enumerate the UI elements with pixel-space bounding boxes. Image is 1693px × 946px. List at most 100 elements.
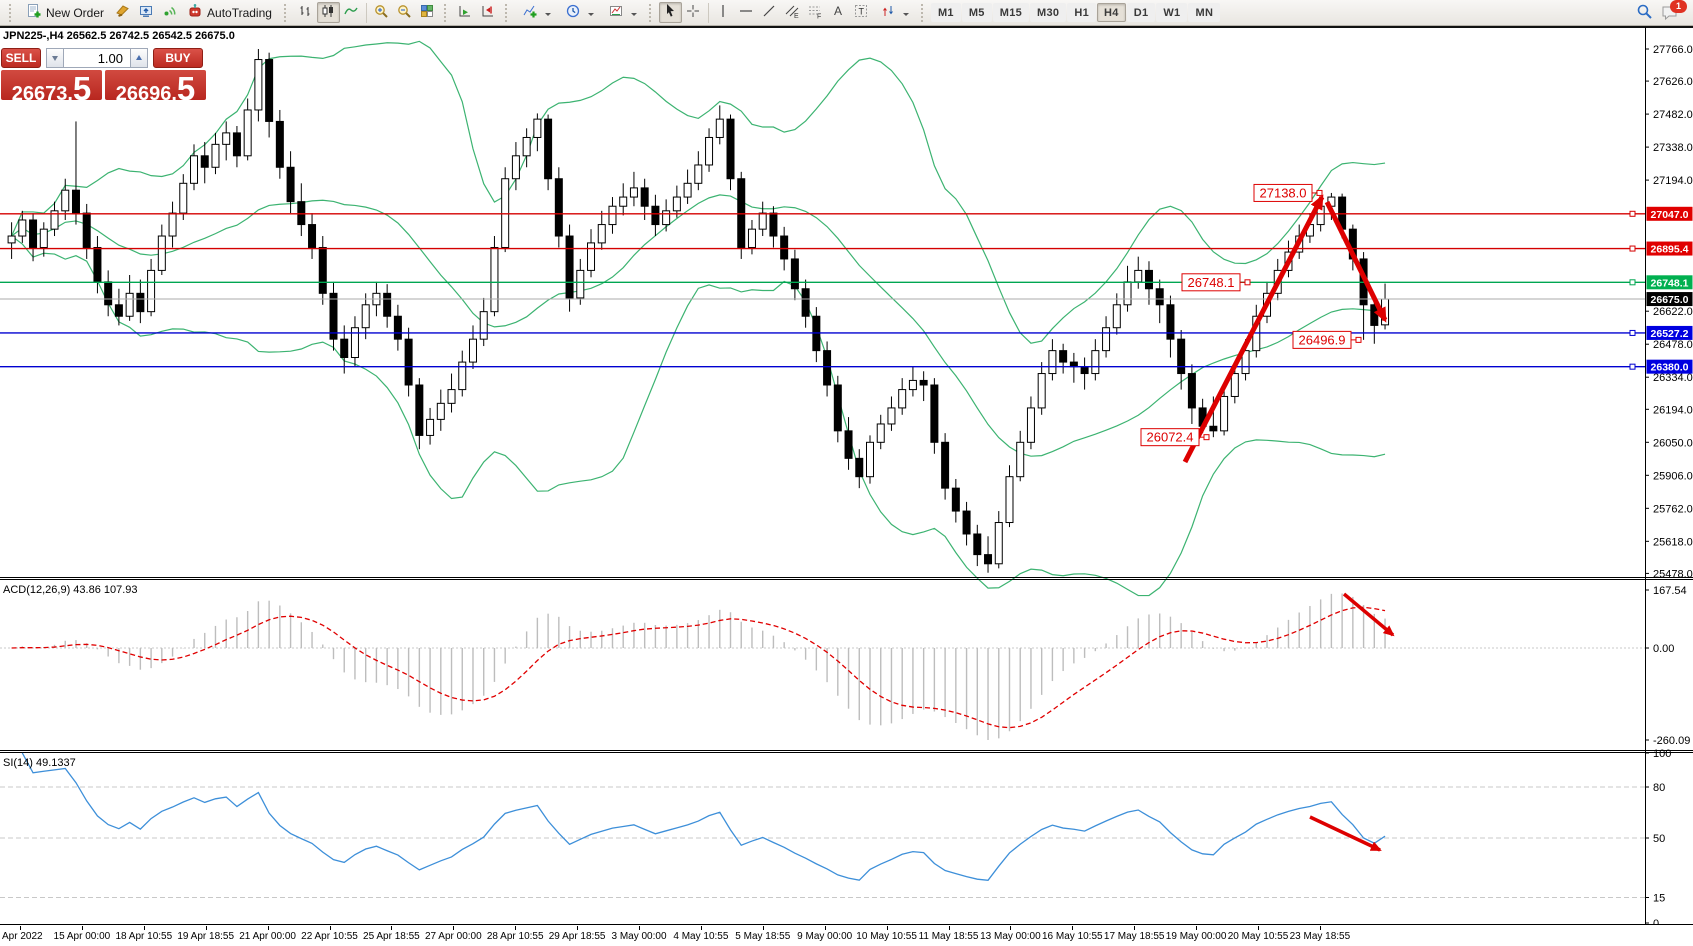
sell-price-button[interactable]: 26673. 5 (1, 70, 102, 107)
trend-arrow-impulse-up[interactable] (1182, 194, 1325, 464)
time-axis[interactable]: Apr 2022 15 Apr 00:00 18 Apr 10:55 19 Apr 1… (0, 926, 1693, 946)
axis-tick-label: 26194.0 (1653, 404, 1693, 416)
publisher-button[interactable] (111, 2, 134, 23)
new-order-button[interactable]: New Order (19, 2, 111, 23)
candle (694, 151, 703, 191)
vertical-line-button[interactable] (712, 2, 735, 23)
tile-windows-button[interactable] (416, 2, 439, 23)
axis-tick-label: 27626.0 (1653, 76, 1693, 88)
auto-scroll-button[interactable] (454, 2, 477, 23)
timeframe-button-mn[interactable]: MN (1188, 3, 1221, 22)
candle (479, 297, 488, 347)
candle (522, 128, 531, 168)
line-chart-button[interactable] (340, 2, 363, 23)
time-axis-label: 11 May 18:55 (918, 931, 979, 942)
volume-input[interactable] (64, 48, 130, 68)
text-label-button[interactable]: T (850, 2, 873, 23)
timeframe-button-h1[interactable]: H1 (1067, 3, 1097, 22)
trendline-button[interactable] (758, 2, 781, 23)
candle (275, 109, 284, 179)
time-axis-label: 29 Apr 18:55 (548, 931, 606, 942)
time-tick (824, 926, 826, 930)
templates-button[interactable] (601, 2, 644, 23)
svg-text:26748.1: 26748.1 (1188, 275, 1235, 290)
candlestick-chart-button[interactable] (316, 2, 340, 23)
buy-price-button[interactable]: 26696. 5 (105, 70, 206, 107)
timeframe-button-d1[interactable]: D1 (1126, 3, 1156, 22)
timeframe-button-m15[interactable]: M15 (992, 3, 1030, 22)
bollinger-lower (11, 235, 1386, 597)
signals-button[interactable] (157, 2, 180, 23)
autotrading-button[interactable]: AutoTrading (180, 2, 279, 23)
candle (1177, 329, 1186, 390)
price-badge-label: 26527.2 (1651, 328, 1689, 340)
sell-button[interactable]: SELL (1, 48, 41, 68)
timeframe-button-w1[interactable]: W1 (1156, 3, 1188, 22)
upload-chart-button[interactable] (134, 2, 157, 23)
periods-button[interactable] (558, 2, 601, 23)
svg-text:E: E (794, 13, 799, 19)
candle (533, 113, 542, 152)
text-button[interactable]: A (827, 2, 850, 23)
line-anchor-icon (1629, 245, 1636, 252)
time-axis-label: 28 Apr 10:55 (486, 931, 544, 942)
trend-arrow-reversal-down[interactable] (1324, 200, 1388, 323)
equidistant-channel-button[interactable]: E (781, 2, 804, 23)
time-axis-label: 21 Apr 00:00 (239, 931, 296, 942)
timeframe-button-m1[interactable]: M1 (930, 3, 961, 22)
candle (876, 414, 885, 450)
time-tick (267, 926, 269, 930)
arrows-button[interactable] (873, 2, 916, 23)
price-annotation[interactable]: 27138.0 (1253, 183, 1323, 202)
crosshair-button[interactable] (682, 2, 705, 23)
buy-button[interactable]: BUY (153, 48, 203, 68)
candle (1155, 279, 1164, 324)
timeframe-button-h4[interactable]: H4 (1097, 3, 1126, 22)
macd-signal-line (11, 606, 1386, 729)
horizontal-line-button[interactable] (735, 2, 758, 23)
axis-tick-label: 15 (1653, 893, 1665, 905)
candle (597, 210, 606, 250)
zoom-in-button[interactable] (370, 2, 393, 23)
candle (61, 178, 70, 220)
candle (383, 284, 392, 328)
axis-tick-label: 25478.0 (1653, 568, 1693, 580)
volume-decrease-button[interactable] (46, 48, 64, 68)
price-annotation[interactable]: 26496.9 (1292, 330, 1362, 349)
candle (608, 197, 617, 234)
axis-tick-label: 26478.0 (1653, 339, 1693, 351)
notifications-button[interactable]: 1 (1661, 0, 1687, 22)
timeframe-button-m30[interactable]: M30 (1030, 3, 1067, 22)
bar-chart-button[interactable] (294, 2, 317, 23)
time-axis-label: 16 May 10:55 (1041, 931, 1103, 942)
axis-tick-label: 27194.0 (1653, 175, 1693, 187)
volume-increase-button[interactable] (130, 48, 148, 68)
timeframe-button-m5[interactable]: M5 (961, 3, 992, 22)
price-annotation[interactable]: 26072.4 (1140, 428, 1210, 447)
candle (833, 375, 842, 443)
timeframe-button-group: M1 M5 M15 M30 H1 H4 D1 W1 MN (930, 3, 1221, 22)
macd-down-arrow[interactable] (1342, 592, 1395, 637)
search-icon[interactable] (1636, 3, 1653, 23)
chart-canvas[interactable]: 27138.0 26748.1 26496.9 26072.4 27766.0 27626… (0, 26, 1693, 925)
candle (683, 169, 692, 204)
price-badge-label: 26380.0 (1651, 362, 1689, 374)
indicators-button[interactable] (515, 2, 558, 23)
fibonacci-button[interactable]: F (804, 2, 827, 23)
candle (468, 325, 477, 369)
candle (1037, 362, 1046, 415)
time-tick (20, 926, 21, 930)
rsi-down-arrow[interactable] (1309, 815, 1382, 852)
cursor-button[interactable] (658, 2, 682, 23)
candle (104, 270, 113, 317)
volume-control (46, 48, 148, 68)
chart-window[interactable]: JPN225-,H4 26562.5 26742.5 26542.5 26675… (0, 26, 1693, 946)
candle (565, 224, 574, 312)
svg-text:26496.9: 26496.9 (1299, 332, 1346, 347)
notification-count-badge: 1 (1670, 0, 1687, 13)
candlestick-chart-icon (320, 3, 336, 22)
chart-shift-button[interactable] (477, 2, 500, 23)
zoom-out-button[interactable] (393, 2, 416, 23)
price-annotation[interactable]: 26748.1 (1181, 273, 1251, 292)
candle (501, 167, 510, 253)
